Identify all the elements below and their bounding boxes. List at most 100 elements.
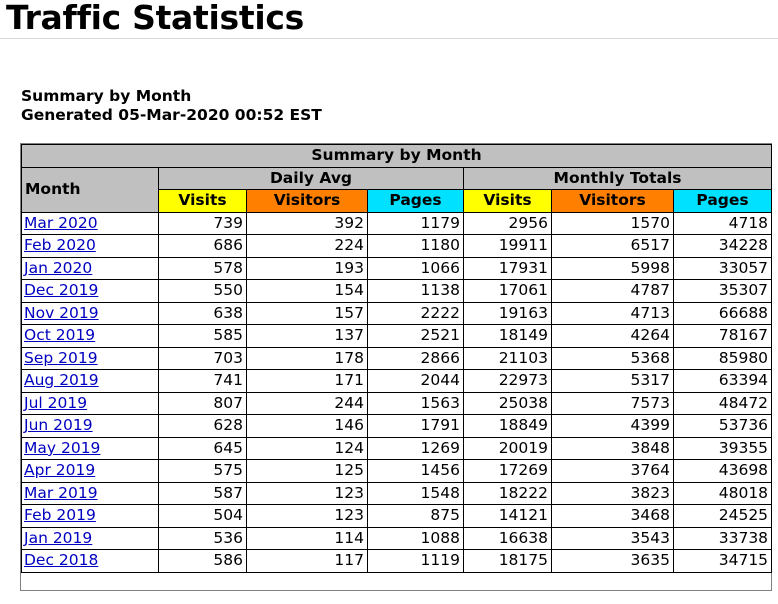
month-cell: Dec 2019 <box>21 279 159 303</box>
monthly-visits-header: Visits <box>463 189 552 213</box>
monthly-pages-cell: 24525 <box>672 504 773 528</box>
daily-visits-cell: 638 <box>158 301 247 325</box>
daily-visits-cell: 550 <box>158 279 247 303</box>
daily-pages-cell: 1269 <box>367 436 464 460</box>
monthly-visits-cell: 2956 <box>463 211 552 235</box>
monthly-visits-cell: 21103 <box>463 346 552 370</box>
daily-pages-cell: 1456 <box>367 459 464 483</box>
monthly-pages-cell: 78167 <box>672 324 773 348</box>
month-link[interactable]: Jul 2019 <box>24 393 88 412</box>
daily-visitors-header: Visitors <box>246 189 368 213</box>
month-link[interactable]: Jan 2019 <box>24 528 93 547</box>
table-row: May 2019 645 124 1269 20019 3848 39355 <box>21 436 773 460</box>
month-cell: Jan 2020 <box>21 256 159 280</box>
daily-pages-cell: 875 <box>367 504 464 528</box>
month-link[interactable]: Mar 2019 <box>24 483 98 502</box>
month-cell: Apr 2019 <box>21 459 159 483</box>
table-row: Jul 2019 807 244 1563 25038 7573 48472 <box>21 391 773 415</box>
monthly-visits-cell: 18149 <box>463 324 552 348</box>
title-divider <box>0 38 778 39</box>
monthly-visitors-cell: 3468 <box>551 504 674 528</box>
month-link[interactable]: Aug 2019 <box>24 371 99 390</box>
table-column-header-row: Visits Visitors Pages Visits Visitors Pa… <box>22 189 773 213</box>
monthly-visitors-cell: 6517 <box>551 234 674 258</box>
table-row: Dec 2018 586 117 1119 18175 3635 34715 <box>21 549 773 573</box>
daily-visits-cell: 628 <box>158 414 247 438</box>
monthly-visitors-cell: 4399 <box>551 414 674 438</box>
table-row: Oct 2019 585 137 2521 18149 4264 78167 <box>21 324 773 348</box>
monthly-visits-cell: 19163 <box>463 301 552 325</box>
table-row: Jun 2019 628 146 1791 18849 4399 53736 <box>21 414 773 438</box>
table-row: Sep 2019 703 178 2866 21103 5368 85980 <box>21 346 773 370</box>
month-cell: Feb 2019 <box>21 504 159 528</box>
month-link[interactable]: Sep 2019 <box>24 348 98 367</box>
month-link[interactable]: Oct 2019 <box>24 326 96 345</box>
daily-visitors-cell: 193 <box>246 256 368 280</box>
daily-visitors-cell: 124 <box>246 436 368 460</box>
month-link[interactable]: Jan 2020 <box>24 258 93 277</box>
month-link[interactable]: Jun 2019 <box>24 416 93 435</box>
daily-visitors-cell: 114 <box>246 526 368 550</box>
monthly-visitors-cell: 4264 <box>551 324 674 348</box>
month-link[interactable]: Nov 2019 <box>24 303 99 322</box>
month-link[interactable]: Apr 2019 <box>24 461 96 480</box>
monthly-visitors-cell: 1570 <box>551 211 674 235</box>
monthly-visits-cell: 17931 <box>463 256 552 280</box>
month-cell: Jul 2019 <box>21 391 159 415</box>
monthly-visitors-cell: 4787 <box>551 279 674 303</box>
daily-visits-cell: 645 <box>158 436 247 460</box>
summary-heading-title: Summary by Month <box>21 87 192 105</box>
monthly-visits-cell: 17061 <box>463 279 552 303</box>
month-cell: Mar 2020 <box>21 211 159 235</box>
daily-visitors-cell: 117 <box>246 549 368 573</box>
monthly-visitors-header: Visitors <box>551 189 674 213</box>
table-row: Jan 2020 578 193 1066 17931 5998 33057 <box>21 256 773 280</box>
monthly-totals-group-header: Monthly Totals <box>462 166 773 190</box>
daily-visits-cell: 536 <box>158 526 247 550</box>
monthly-visitors-cell: 3848 <box>551 436 674 460</box>
daily-pages-cell: 1138 <box>367 279 464 303</box>
monthly-pages-cell: 43698 <box>672 459 773 483</box>
monthly-pages-cell: 66688 <box>672 301 773 325</box>
month-cell: Mar 2019 <box>21 481 159 505</box>
daily-visitors-cell: 123 <box>246 481 368 505</box>
month-cell: Oct 2019 <box>21 324 159 348</box>
daily-pages-cell: 1066 <box>367 256 464 280</box>
page-title: Traffic Statistics <box>6 0 304 37</box>
daily-visitors-cell: 178 <box>246 346 368 370</box>
month-cell: Jun 2019 <box>21 414 159 438</box>
daily-pages-cell: 2044 <box>367 369 464 393</box>
monthly-visitors-cell: 7573 <box>551 391 674 415</box>
month-link[interactable]: May 2019 <box>24 438 101 457</box>
month-link[interactable]: Feb 2019 <box>24 506 96 525</box>
table-caption-row: Summary by Month <box>20 144 773 168</box>
table-row: Nov 2019 638 157 2222 19163 4713 66688 <box>21 301 773 325</box>
table-body: Mar 2020 739 392 1179 2956 1570 4718 Feb 2020 68… <box>21 211 773 573</box>
month-link[interactable]: Feb 2020 <box>24 236 96 255</box>
monthly-pages-cell: 35307 <box>672 279 773 303</box>
monthly-pages-cell: 63394 <box>672 369 773 393</box>
month-cell: Nov 2019 <box>21 301 159 325</box>
daily-visits-cell: 585 <box>158 324 247 348</box>
daily-pages-cell: 1791 <box>367 414 464 438</box>
month-cell: Dec 2018 <box>21 549 159 573</box>
month-link[interactable]: Dec 2018 <box>24 551 99 570</box>
daily-pages-cell: 1563 <box>367 391 464 415</box>
daily-pages-cell: 1548 <box>367 481 464 505</box>
daily-visitors-cell: 125 <box>246 459 368 483</box>
monthly-pages-cell: 34715 <box>672 549 773 573</box>
month-cell: May 2019 <box>21 436 159 460</box>
daily-visits-cell: 575 <box>158 459 247 483</box>
daily-visitors-cell: 157 <box>246 301 368 325</box>
summary-by-month-table: Summary by Month Month Daily Avg Monthly… <box>20 144 773 573</box>
monthly-visits-cell: 22973 <box>463 369 552 393</box>
monthly-visits-cell: 18849 <box>463 414 552 438</box>
daily-visitors-cell: 146 <box>246 414 368 438</box>
table-row: Mar 2020 739 392 1179 2956 1570 4718 <box>21 211 773 235</box>
month-link[interactable]: Dec 2019 <box>24 281 99 300</box>
monthly-pages-cell: 48018 <box>672 481 773 505</box>
month-link[interactable]: Mar 2020 <box>24 213 98 232</box>
monthly-visits-cell: 16638 <box>463 526 552 550</box>
monthly-visits-cell: 25038 <box>463 391 552 415</box>
daily-pages-cell: 1088 <box>367 526 464 550</box>
